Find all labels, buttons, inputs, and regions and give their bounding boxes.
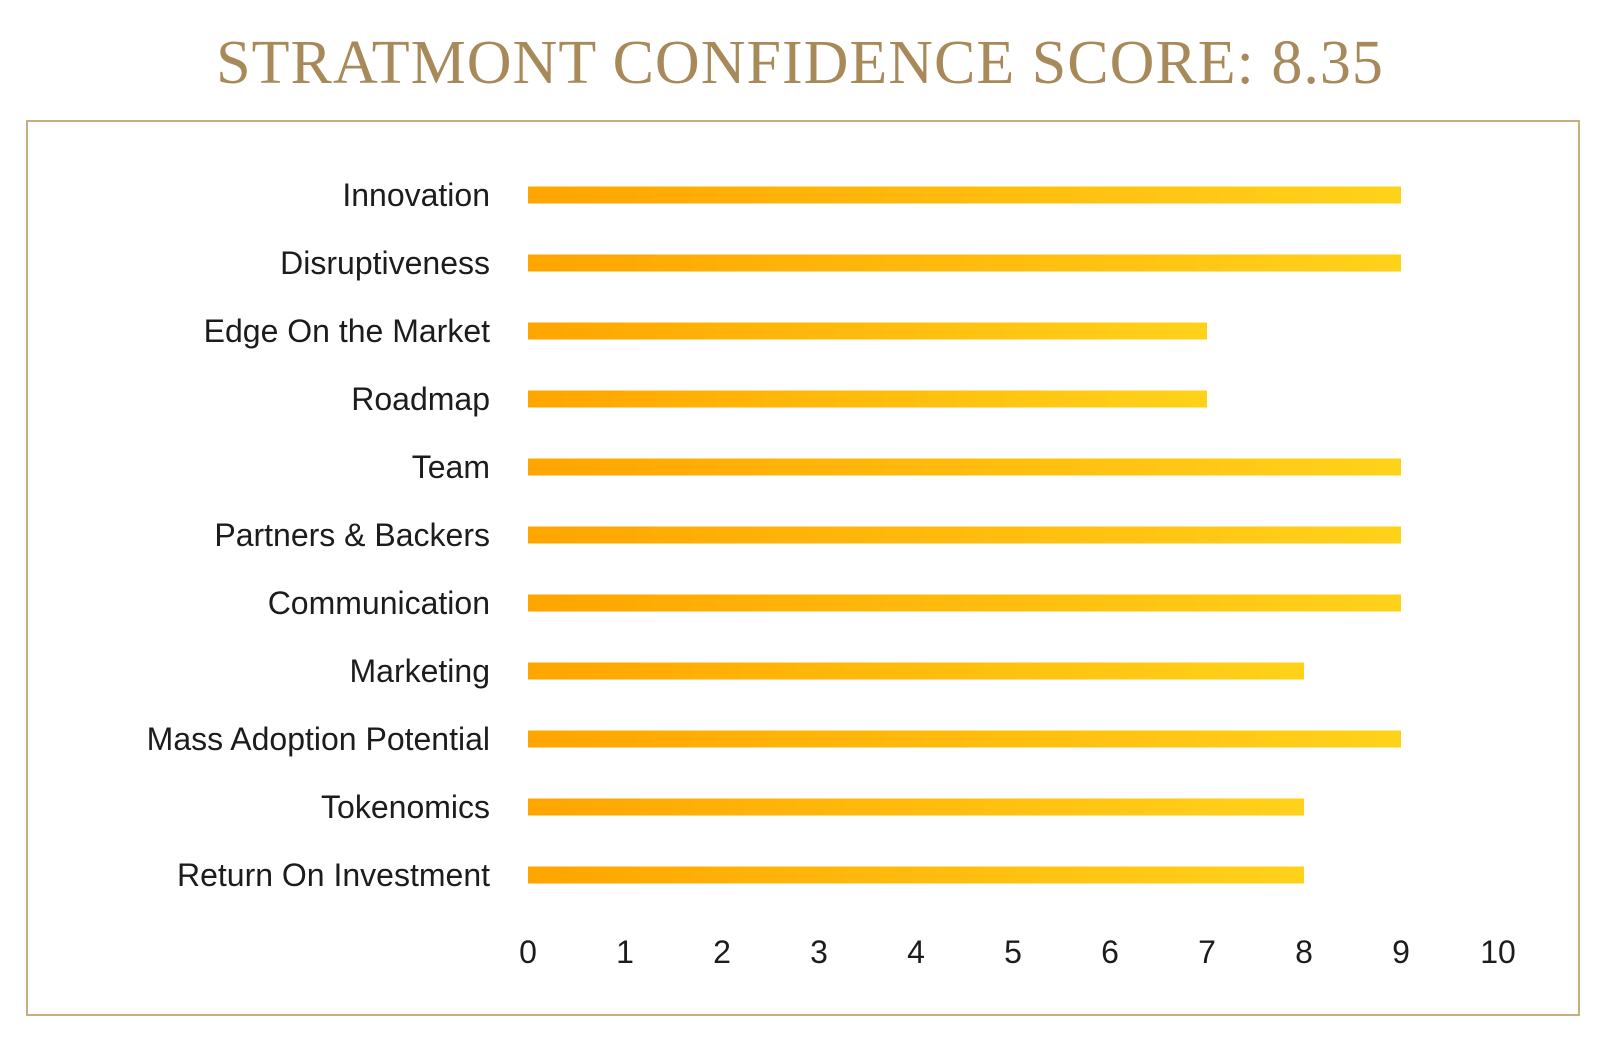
bar-mass-adoption-potential: [528, 730, 1401, 748]
bar-return-on-investment: [528, 866, 1304, 884]
category-label: Disruptiveness: [280, 245, 490, 281]
category-label: Return On Investment: [177, 857, 490, 893]
x-axis-ticks: 0 1 2 3 4 5 6 7 8 9 10: [519, 934, 1516, 970]
category-label: Roadmap: [351, 381, 490, 417]
x-tick-label: 3: [810, 934, 828, 970]
bar-disruptiveness: [528, 254, 1401, 272]
bar-edge-on-the-market: [528, 322, 1207, 340]
x-tick-label: 7: [1198, 934, 1216, 970]
bar-partners-backers: [528, 526, 1401, 544]
category-label: Mass Adoption Potential: [147, 721, 490, 757]
category-labels: Innovation Disruptiveness Edge On the Mark…: [147, 177, 490, 893]
bar-team: [528, 458, 1401, 476]
category-label: Communication: [268, 585, 490, 621]
x-tick-label: 1: [616, 934, 634, 970]
category-label: Innovation: [342, 177, 490, 213]
chart-frame: [26, 120, 1580, 1016]
bar-tokenomics: [528, 798, 1304, 816]
x-tick-label: 0: [519, 934, 537, 970]
bar-marketing: [528, 662, 1304, 680]
category-label: Partners & Backers: [214, 517, 490, 553]
category-label: Edge On the Market: [204, 313, 490, 349]
category-label: Marketing: [350, 653, 491, 689]
x-tick-label: 6: [1101, 934, 1119, 970]
x-tick-label: 10: [1480, 934, 1516, 970]
category-label: Team: [412, 449, 490, 485]
x-tick-label: 2: [713, 934, 731, 970]
chart-title: STRATMONT CONFIDENCE SCORE: 8.35: [216, 29, 1384, 97]
x-tick-label: 9: [1392, 934, 1410, 970]
x-tick-label: 4: [907, 934, 925, 970]
x-tick-label: 8: [1295, 934, 1313, 970]
bars-group: [528, 186, 1401, 884]
x-tick-label: 5: [1004, 934, 1022, 970]
bar-roadmap: [528, 390, 1207, 408]
bar-communication: [528, 594, 1401, 612]
bar-innovation: [528, 186, 1401, 204]
category-label: Tokenomics: [321, 789, 490, 825]
